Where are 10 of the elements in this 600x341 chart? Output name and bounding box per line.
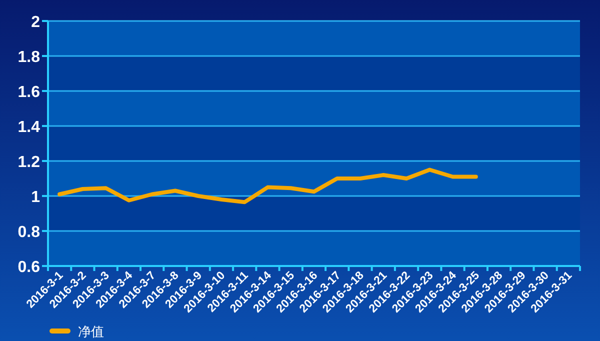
line-series <box>58 168 478 204</box>
y-tick-label: 1 <box>31 189 40 206</box>
y-tick-label: 1.6 <box>18 84 40 101</box>
y-tick-label: 2 <box>31 14 40 31</box>
y-tick-label: 0.8 <box>18 224 40 241</box>
y-tick-label: 1.2 <box>18 154 40 171</box>
legend-label: 净值 <box>78 324 104 339</box>
y-tick-label: 1.4 <box>18 119 40 136</box>
y-tick-label: 0.6 <box>18 259 40 276</box>
y-tick-label: 1.8 <box>18 49 40 66</box>
